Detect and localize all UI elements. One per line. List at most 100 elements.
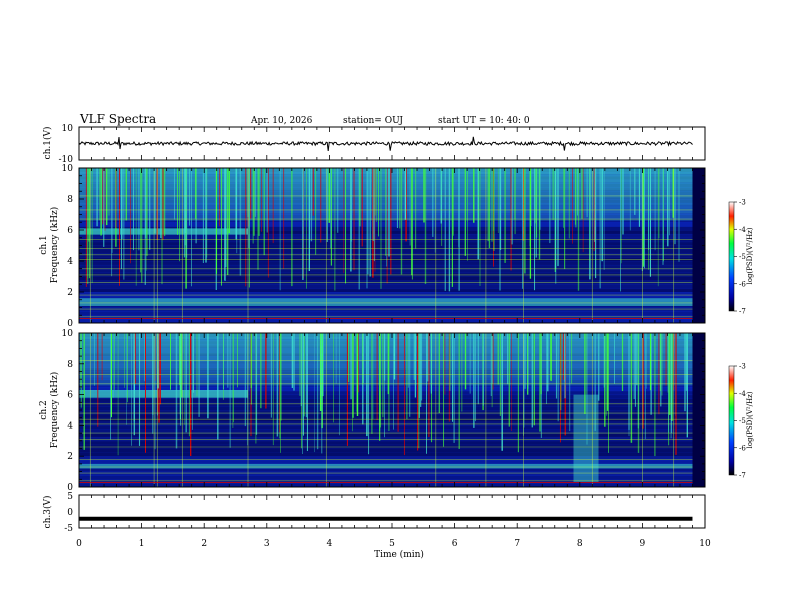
y-tick-label: 0 — [67, 319, 73, 329]
x-tick-labels: 0 1 2 3 4 5 6 7 8 9 10 — [76, 539, 711, 549]
y-tick-label: 0 — [67, 483, 73, 493]
spectrogram-band — [79, 440, 693, 446]
spectrogram-band — [79, 371, 693, 376]
y-tick-label: 8 — [67, 195, 73, 205]
ch1-colorbar-ticks: -3 -4 -5 -6 -7 — [734, 199, 746, 316]
ch1-spec-yticks: 0 2 4 6 8 10 — [62, 164, 705, 329]
y-tick-label: 4 — [67, 257, 73, 267]
y-tick-label: 2 — [67, 452, 73, 462]
spectrogram-band — [79, 383, 693, 388]
low-frequency-band — [79, 298, 693, 306]
ch1-ytick-top: 10 — [62, 124, 74, 134]
figure-title: VLF Spectra — [79, 112, 156, 126]
station-label: station= OUJ — [343, 116, 403, 126]
colorbar-tick-label: -5 — [739, 417, 746, 425]
colorbar-tick-label: -7 — [739, 472, 746, 480]
spectrogram-band — [79, 292, 693, 297]
ch1-spec-ylabel-freq: Frequency (kHz) — [49, 207, 60, 284]
ch1-spectrogram — [79, 168, 693, 323]
spectrogram-band — [79, 386, 693, 392]
ch2-spec-ylabel-channel: ch.2 — [39, 400, 49, 419]
ch1-colorbar — [728, 201, 735, 312]
spectrogram-band — [79, 406, 693, 411]
spectrogram-band — [79, 377, 693, 386]
spectrogram-band — [79, 483, 693, 487]
spectrogram-band — [79, 410, 693, 415]
spectrogram-band — [79, 354, 693, 363]
spectrogram-band — [79, 460, 693, 465]
x-tick-label: 4 — [327, 539, 333, 549]
spectrogram-band — [79, 319, 693, 323]
colorbar-tick-label: -4 — [739, 390, 746, 398]
spectrogram-band — [79, 379, 693, 384]
spectrogram-band — [79, 346, 693, 355]
ch3-ytick-mid: 0 — [67, 508, 73, 518]
x-tick-label: 2 — [201, 539, 207, 549]
spectrogram-band — [79, 429, 693, 434]
ch1-colorbar-label: log(PSD)(V²/Hz) — [746, 227, 754, 284]
low-frequency-band — [79, 463, 693, 469]
spectrogram-band — [79, 348, 693, 353]
y-tick-label: 6 — [67, 226, 73, 236]
colorbar-tick-label: -5 — [739, 253, 746, 261]
spectrogram-band — [79, 433, 693, 438]
spectrogram-band — [79, 456, 693, 461]
ch2-colorbar — [728, 365, 735, 476]
ch1-spec-xticks — [78, 168, 706, 323]
burst-emission — [573, 394, 599, 483]
ch3-ytick-bottom: -5 — [64, 524, 73, 534]
spectrogram-band — [79, 288, 693, 293]
spectrogram-band — [79, 359, 693, 365]
spectrogram-band — [79, 362, 693, 370]
narrowband-emission — [79, 390, 248, 398]
colorbar-tick-label: -3 — [739, 363, 746, 371]
start-time-label: start UT = 10: 40: 0 — [438, 116, 530, 126]
spectrogram-band — [79, 417, 693, 422]
y-tick-label: 4 — [67, 421, 73, 431]
spectrogram-band — [79, 276, 693, 281]
colorbar-tick-label: -6 — [739, 280, 746, 288]
ch2-spectrogram — [79, 333, 693, 487]
spectrogram-band — [79, 390, 693, 396]
x-tick-label: 9 — [640, 539, 646, 549]
y-tick-label: 10 — [62, 329, 74, 339]
spectrogram-band — [79, 352, 693, 357]
x-tick-label: 0 — [76, 539, 82, 549]
x-axis-label: Time (min) — [374, 549, 424, 560]
ch3-panel: 5 0 -5 ch.3(V) 0 1 2 3 4 5 6 7 8 9 10 Time (min) — [42, 492, 711, 560]
x-tick-label: 3 — [264, 539, 270, 549]
ch3-xticks — [78, 495, 706, 528]
x-tick-label: 6 — [452, 539, 458, 549]
spectrogram-band — [79, 356, 693, 361]
y-tick-label: 2 — [67, 288, 73, 298]
spectrogram-band — [79, 367, 693, 372]
x-tick-label: 10 — [699, 539, 711, 549]
ch2-spec-xticks — [78, 333, 706, 487]
ch1-ylabel: ch.1(V) — [42, 127, 53, 160]
spectrogram-band — [79, 363, 693, 369]
y-tick-label: 6 — [67, 391, 73, 401]
x-tick-label: 7 — [514, 539, 520, 549]
spectrogram-band — [79, 398, 693, 403]
spectrogram-band — [79, 448, 693, 453]
date-label: Apr. 10, 2026 — [250, 116, 313, 126]
spectrogram-band — [79, 261, 693, 266]
spectrogram-band — [79, 402, 693, 407]
ch3-ytick-top: 5 — [67, 492, 73, 502]
spectrogram-band — [79, 413, 693, 419]
colorbar-tick-label: -6 — [739, 444, 746, 452]
spectrogram-band — [79, 475, 693, 480]
spectrogram-band — [79, 315, 693, 320]
x-tick-label: 8 — [577, 539, 583, 549]
ch1-xticks — [78, 127, 706, 160]
spectrogram-band — [79, 284, 693, 289]
spectrogram-band — [79, 311, 693, 316]
colorbar-tick-label: -4 — [739, 226, 746, 234]
ch2-colorbar-ticks: -3 -4 -5 -6 -7 — [734, 363, 746, 480]
ch1-spec-ylabel-channel: ch.1 — [39, 235, 49, 254]
spectrogram-band — [79, 339, 693, 347]
spectrogram-band — [79, 307, 693, 312]
